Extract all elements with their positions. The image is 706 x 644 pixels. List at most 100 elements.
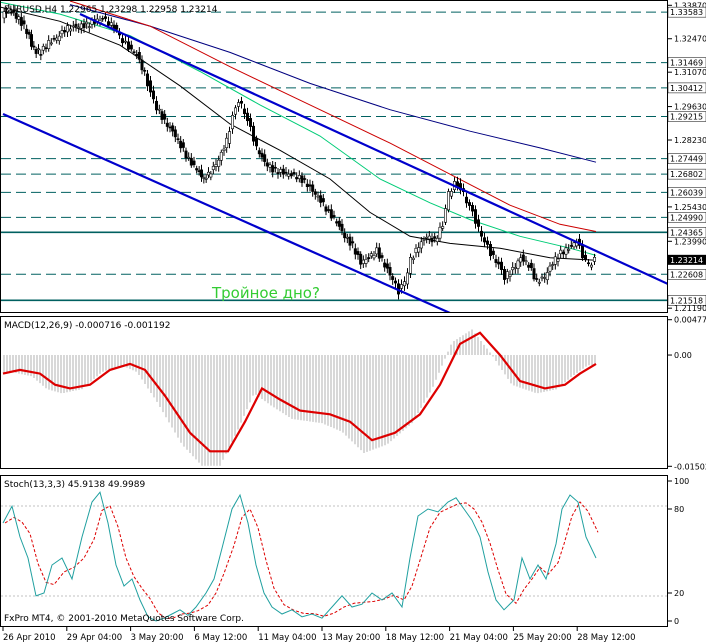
- current-price-label: 1.23214: [670, 256, 703, 265]
- candle-body: [271, 165, 275, 173]
- candle-body: [19, 17, 23, 26]
- candle-body: [231, 115, 235, 130]
- candle-body: [319, 195, 323, 203]
- candle-body: [408, 257, 412, 274]
- candle-body: [391, 276, 395, 280]
- candle-body: [257, 150, 261, 155]
- candle-body: [204, 177, 208, 180]
- candle-body: [228, 131, 232, 144]
- candle-body: [77, 26, 81, 29]
- price-level-label: 1.26039: [670, 188, 703, 197]
- candle-body: [14, 12, 18, 19]
- main-header: EURUSD,H4 1.22965 1.23298 1.22958 1.2321…: [4, 5, 218, 15]
- candle-body: [252, 125, 256, 142]
- price-level-label: 1.26802: [670, 170, 703, 179]
- price-level-badge: [667, 57, 706, 68]
- candle-body: [380, 255, 384, 258]
- candle-body: [508, 274, 512, 277]
- candle-body: [82, 23, 86, 28]
- candle-body: [2, 11, 6, 19]
- candle-body: [553, 256, 557, 265]
- price-tick-label: 1.23990: [674, 237, 706, 246]
- candle-body: [559, 249, 563, 255]
- candle-body: [29, 34, 33, 47]
- price-level-label: 1.29215: [670, 112, 703, 121]
- candle-body: [435, 238, 439, 242]
- stoch-tick-label: 20: [674, 589, 684, 598]
- candle-body: [101, 17, 105, 20]
- price-level-label: 1.33583: [670, 8, 703, 17]
- candle-body: [324, 206, 328, 212]
- candle-body: [234, 107, 238, 115]
- candle-body: [497, 261, 501, 265]
- candle-body: [567, 249, 571, 251]
- candle-body: [476, 219, 480, 227]
- ma-red-line: [69, 1, 597, 232]
- candle-body: [513, 267, 517, 269]
- stoch-tick-label: 80: [674, 505, 684, 514]
- candle-body: [375, 247, 379, 255]
- copyright-text: FxPro MT4, © 2001-2010 MetaQuotes Softwa…: [4, 614, 244, 624]
- candle-body: [192, 160, 196, 166]
- candle-body: [377, 247, 381, 259]
- candle-body: [187, 156, 191, 159]
- candle-body: [189, 157, 193, 166]
- candle-body: [107, 21, 111, 26]
- candle-body: [255, 138, 259, 147]
- price-level-badge: [667, 269, 706, 280]
- time-axis: 26 Apr 2010 29 Apr 04:00 3 May 20:00 6 May …: [2, 627, 635, 643]
- candle-body: [243, 108, 247, 115]
- candle-body: [295, 177, 299, 180]
- candle-body: [441, 226, 445, 229]
- candle-body: [127, 41, 131, 50]
- candle-body: [385, 263, 389, 269]
- candle-body: [414, 247, 418, 254]
- candle-body: [200, 169, 204, 178]
- candle-body: [297, 175, 301, 179]
- candle-body: [34, 49, 38, 54]
- price-level-badge: [667, 82, 706, 94]
- candle-body: [121, 38, 125, 44]
- candle-body: [329, 209, 333, 219]
- candle-body: [109, 22, 113, 26]
- price-level-label: 1.30412: [670, 84, 703, 93]
- candle-body: [273, 166, 277, 169]
- price-level-badge: [667, 153, 706, 164]
- triple-bottom-annotation: Тройное дно?: [211, 284, 320, 302]
- price-tick-label: 1.31070: [674, 68, 706, 77]
- candle-body: [535, 278, 539, 280]
- candle-body: [71, 25, 75, 28]
- candle-body: [300, 175, 304, 183]
- candle-body: [132, 51, 136, 54]
- candle-body: [316, 195, 320, 198]
- candle-body: [446, 191, 450, 211]
- candle-body: [66, 25, 70, 33]
- candle-body: [129, 44, 133, 50]
- candle-body: [516, 260, 520, 269]
- candle-body: [292, 172, 296, 175]
- candle-body: [209, 173, 213, 178]
- candle-body: [422, 239, 426, 241]
- price-level-badge: [667, 6, 706, 18]
- candle-body: [173, 129, 177, 138]
- candle-body: [545, 272, 549, 281]
- candle-body: [22, 20, 26, 25]
- candle-body: [569, 245, 573, 247]
- candle-body: [32, 45, 36, 48]
- candle-body: [263, 154, 267, 162]
- candle-body: [537, 281, 541, 284]
- price-level-label: 1.24990: [670, 213, 703, 222]
- candle-body: [157, 108, 161, 111]
- macd-tick-label: 0.00: [674, 351, 692, 360]
- time-tick-label: 18 May 12:00: [386, 633, 444, 643]
- candle-body: [52, 38, 56, 40]
- candle-body: [505, 271, 509, 279]
- ma-navy-line: [69, 4, 597, 163]
- price-tick-label: 1.25430: [674, 203, 706, 212]
- price-level-badge: [667, 111, 706, 122]
- candle-body: [551, 264, 555, 266]
- macd-signal-line: [2, 331, 597, 453]
- candle-body: [467, 202, 471, 206]
